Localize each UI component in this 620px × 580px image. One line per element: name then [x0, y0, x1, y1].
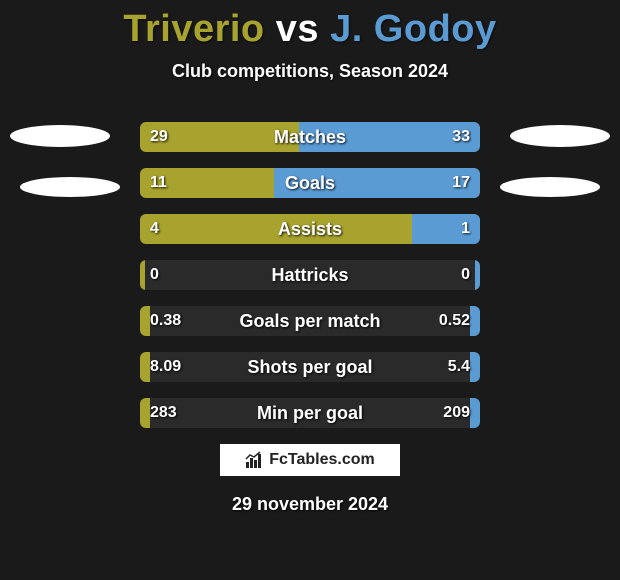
player1-name: Triverio	[123, 8, 264, 50]
source-logo-text: FcTables.com	[269, 451, 375, 469]
avatar-placeholder-left-2	[20, 177, 120, 197]
stat-row: 8.095.4Shots per goal	[140, 352, 480, 382]
date-label: 29 november 2024	[0, 494, 620, 515]
stat-fill-left	[140, 306, 150, 336]
stat-label: Hattricks	[140, 260, 480, 290]
stat-label: Min per goal	[140, 398, 480, 428]
stat-label: Shots per goal	[140, 352, 480, 382]
stat-fill-right	[412, 214, 480, 244]
stat-fill-left	[140, 398, 150, 428]
stat-fill-right	[470, 352, 480, 382]
chart-icon	[245, 451, 263, 469]
stat-fill-left	[140, 260, 145, 290]
stat-fill-left	[140, 214, 412, 244]
stat-label: Goals per match	[140, 306, 480, 336]
stat-row: 1117Goals	[140, 168, 480, 198]
stat-row: 41Assists	[140, 214, 480, 244]
stat-row: 0.380.52Goals per match	[140, 306, 480, 336]
subtitle: Club competitions, Season 2024	[0, 61, 620, 82]
stat-row: 2933Matches	[140, 122, 480, 152]
stat-fill-left	[140, 168, 274, 198]
stats-container: 2933Matches 1117Goals 41Assists 00Hattricks…	[140, 122, 480, 428]
source-logo: FcTables.com	[220, 444, 400, 476]
stat-row: 283209Min per goal	[140, 398, 480, 428]
stat-fill-left	[140, 352, 150, 382]
avatar-placeholder-left-1	[10, 125, 110, 147]
stat-row: 00Hattricks	[140, 260, 480, 290]
player2-name: J. Godoy	[330, 8, 497, 50]
stat-fill-right	[274, 168, 480, 198]
stat-fill-left	[140, 122, 299, 152]
stat-fill-right	[470, 398, 480, 428]
vs-label: vs	[276, 8, 319, 50]
stat-fill-right	[475, 260, 480, 290]
avatar-placeholder-right-2	[500, 177, 600, 197]
avatar-placeholder-right-1	[510, 125, 610, 147]
comparison-title: Triverio vs J. Godoy	[0, 0, 620, 51]
stat-fill-right	[470, 306, 480, 336]
stat-fill-right	[299, 122, 480, 152]
